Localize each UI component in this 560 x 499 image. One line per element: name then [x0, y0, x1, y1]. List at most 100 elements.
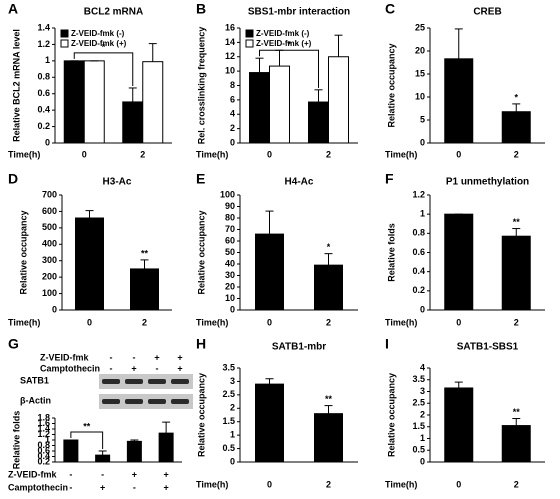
condition-label: Camptothecin	[8, 482, 68, 492]
y-tick-label: 0.8	[37, 72, 50, 82]
y-tick-label: 0.4	[412, 266, 425, 276]
treatment-sign: +	[132, 469, 137, 479]
y-tick-label: 2	[420, 409, 425, 419]
treatment-sign: -	[133, 482, 136, 492]
y-axis-label: Relative folds	[11, 411, 21, 470]
y-tick-label: 0.2	[37, 456, 50, 466]
y-tick-label: 12	[225, 51, 235, 61]
y-tick-label: 10	[415, 91, 425, 101]
panel-label: B	[196, 1, 206, 17]
x-tick-label: 0	[456, 149, 461, 159]
y-tick-label: 0	[420, 304, 425, 314]
y-tick-label: 3.5	[222, 362, 235, 372]
x-tick-label: 0	[87, 317, 92, 327]
y-axis-label: Relative occupancy	[196, 210, 206, 294]
y-tick-label: 1.5	[412, 421, 425, 431]
y-tick-label: 0.4	[37, 105, 50, 115]
y-tick-label: 0	[45, 137, 50, 147]
y-tick-label: 0.8	[412, 228, 425, 238]
y-tick-label: 1.8	[37, 412, 50, 422]
bar	[269, 65, 290, 144]
bar	[63, 439, 79, 463]
panel-label: F	[385, 171, 394, 187]
treatment-sign: -	[156, 363, 159, 373]
y-tick-label: 600	[42, 206, 57, 216]
bar	[444, 213, 474, 311]
y-tick-label: 0	[230, 304, 235, 314]
y-axis-label: Relative occupancy	[18, 210, 28, 294]
y-tick-label: 0.5	[412, 445, 425, 455]
y-tick-label: 3.5	[412, 374, 425, 384]
y-tick-label: 15	[415, 68, 425, 78]
legend-label: Z-VEID-fmk (+)	[256, 39, 312, 48]
y-axis-label: Relative occupancy	[386, 43, 396, 127]
x-axis-label: Time(h)	[196, 479, 228, 489]
significance: **	[325, 394, 333, 404]
y-tick-label: 90	[225, 201, 235, 211]
significance: *	[102, 42, 106, 52]
y-tick-label: 1.2	[37, 39, 50, 49]
chart-title: SATB1-mbr	[272, 342, 326, 353]
y-tick-label: 5	[420, 114, 425, 124]
y-tick-label: 0.2	[412, 285, 425, 295]
y-tick-label: 1.4	[37, 22, 50, 32]
x-tick-label: 2	[326, 317, 331, 327]
y-tick-label: 50	[225, 247, 235, 257]
legend-swatch	[245, 39, 254, 48]
x-axis-label: Time(h)	[385, 149, 417, 159]
bar	[444, 58, 474, 144]
x-tick-label: 0	[456, 479, 461, 489]
y-tick-label: 80	[225, 212, 235, 222]
bar	[249, 72, 270, 144]
significance: **	[141, 248, 149, 258]
x-tick-label: 2	[514, 149, 519, 159]
bar	[63, 60, 85, 144]
bar	[75, 217, 104, 311]
chart-title: H3-Ac	[103, 177, 132, 188]
x-tick-label: 2	[514, 317, 519, 327]
bar	[328, 56, 349, 144]
y-tick-label: 1.2	[412, 189, 425, 199]
significance: **	[83, 421, 91, 431]
y-tick-label: 1	[230, 430, 235, 440]
blot-band	[125, 399, 143, 404]
bar	[314, 264, 343, 311]
legend-label: Z-VEID-fmk (+)	[71, 39, 127, 48]
y-axis-label: Relative occupancy	[386, 373, 396, 457]
legend-swatch	[60, 29, 69, 38]
y-tick-label: 1.6	[37, 418, 50, 428]
significance-bracket	[70, 431, 104, 449]
treatment-sign: -	[110, 363, 113, 373]
x-axis-label: Time(h)	[385, 479, 417, 489]
treatment-sign: -	[69, 482, 72, 492]
significance-bracket	[259, 49, 319, 88]
y-axis-label: Rel. crosslinking frequency	[196, 27, 206, 145]
y-tick-label: 0.6	[37, 88, 50, 98]
y-tick-label: 25	[415, 22, 425, 32]
chart-title: BCL2 mRNA	[84, 7, 143, 18]
x-tick-label: 0	[456, 317, 461, 327]
y-tick-label: 300	[42, 255, 57, 265]
chart-title: H4-Ac	[285, 177, 314, 188]
blot-strip	[99, 394, 193, 409]
panel-label: I	[385, 336, 389, 352]
blot-strip	[99, 374, 193, 389]
y-tick-label: 16	[225, 22, 235, 32]
x-axis-label: Time(h)	[196, 149, 228, 159]
y-tick-label: 20	[225, 281, 235, 291]
y-tick-label: 2.5	[222, 389, 235, 399]
blot-band	[102, 399, 120, 404]
y-tick-label: 0	[420, 456, 425, 466]
panel-label: H	[196, 336, 206, 352]
y-tick-label: 0.5	[222, 443, 235, 453]
significance-bracket	[73, 52, 134, 86]
y-tick-label: 200	[42, 272, 57, 282]
y-tick-label: 60	[225, 235, 235, 245]
x-tick-label: 0	[267, 149, 272, 159]
x-tick-label: 0	[82, 149, 87, 159]
y-tick-label: 0.6	[412, 247, 425, 257]
x-tick-label: 2	[140, 149, 145, 159]
y-tick-label: 0.2	[37, 121, 50, 131]
treatment-sign: +	[131, 363, 136, 373]
y-tick-label: 2.5	[412, 398, 425, 408]
